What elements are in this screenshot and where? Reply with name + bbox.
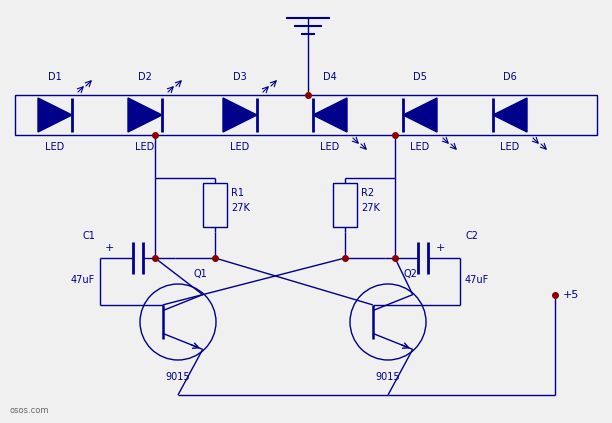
Text: D2: D2	[138, 72, 152, 82]
Text: R1: R1	[231, 188, 244, 198]
Text: 27K: 27K	[231, 203, 250, 213]
Text: D4: D4	[323, 72, 337, 82]
Text: LED: LED	[501, 142, 520, 152]
Text: D5: D5	[413, 72, 427, 82]
Text: C1: C1	[82, 231, 95, 241]
Text: D6: D6	[503, 72, 517, 82]
Polygon shape	[128, 98, 162, 132]
Text: +: +	[436, 243, 445, 253]
Text: 9015: 9015	[166, 372, 190, 382]
Text: Q1: Q1	[193, 269, 207, 279]
Text: Q2: Q2	[403, 269, 417, 279]
Polygon shape	[313, 98, 347, 132]
Text: 47uF: 47uF	[71, 275, 95, 285]
Text: 9015: 9015	[376, 372, 400, 382]
Polygon shape	[38, 98, 72, 132]
Text: +: +	[105, 243, 114, 253]
Text: D3: D3	[233, 72, 247, 82]
Text: 47uF: 47uF	[465, 275, 489, 285]
Bar	[333, 183, 357, 227]
Text: C2: C2	[465, 231, 478, 241]
Bar	[203, 183, 227, 227]
Text: +5: +5	[563, 290, 580, 300]
Bar	[15, 95, 597, 135]
Text: LED: LED	[411, 142, 430, 152]
Polygon shape	[493, 98, 527, 132]
Text: osos.com: osos.com	[10, 406, 50, 415]
Text: D1: D1	[48, 72, 62, 82]
Text: R2: R2	[361, 188, 374, 198]
Polygon shape	[403, 98, 437, 132]
Text: LED: LED	[230, 142, 250, 152]
Text: LED: LED	[320, 142, 340, 152]
Polygon shape	[223, 98, 257, 132]
Text: 27K: 27K	[361, 203, 380, 213]
Text: LED: LED	[135, 142, 155, 152]
Text: LED: LED	[45, 142, 65, 152]
